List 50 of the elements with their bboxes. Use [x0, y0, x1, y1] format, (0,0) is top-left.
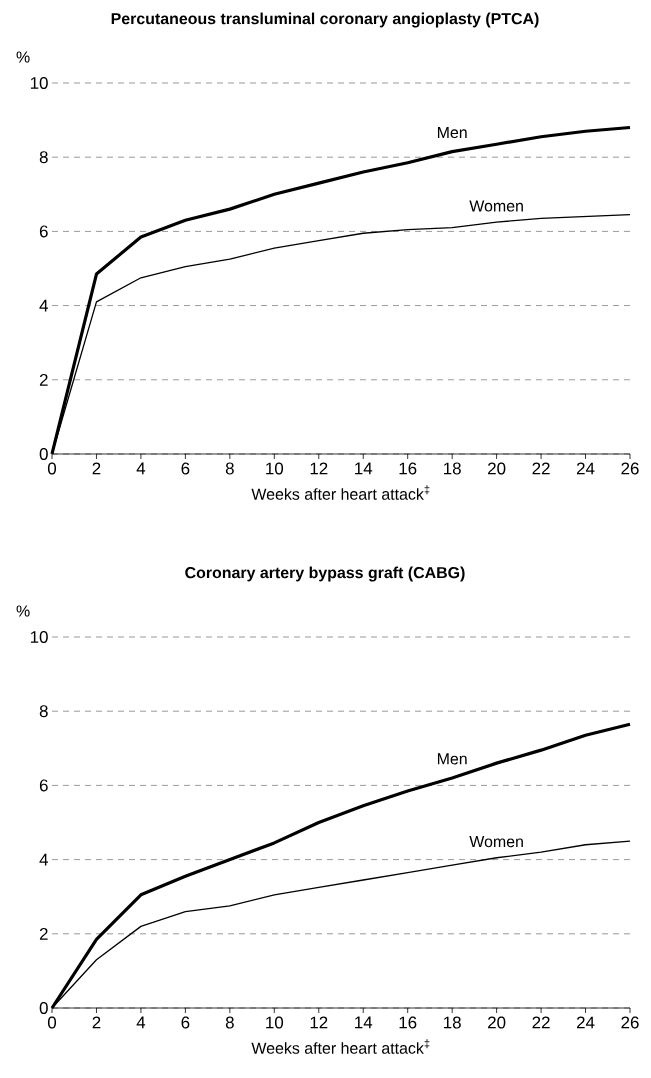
y-tick-label: 6: [39, 225, 48, 238]
x-tick-label: 2: [92, 462, 101, 475]
chart-title: Coronary artery bypass graft (CABG): [185, 566, 465, 582]
x-tick-label: 18: [444, 462, 461, 475]
y-tick-label: 8: [39, 705, 48, 718]
series-label: Men: [437, 126, 467, 139]
y-tick-label: 4: [39, 299, 48, 312]
x-tick-label: 20: [488, 1016, 506, 1029]
series-label: Women: [469, 836, 523, 848]
y-axis-title: %: [16, 605, 30, 617]
x-tick-label: 14: [355, 462, 373, 475]
x-tick-label: 10: [266, 1016, 284, 1029]
y-tick-label: 10: [30, 76, 48, 89]
x-tick-label: 18: [444, 1016, 461, 1029]
chart-title: Percutaneous transluminal coronary angioplasty (PTCA): [111, 12, 539, 28]
y-tick-label: 0: [39, 1002, 48, 1014]
x-axis-title: Weeks after heart attack$^{‡}$: [251, 485, 430, 500]
x-tick-label: 24: [576, 462, 595, 475]
y-tick-label: 10: [30, 631, 48, 643]
x-tick-label: 0: [47, 1016, 57, 1029]
y-tick-label: 8: [39, 151, 48, 164]
x-tick-label: 2: [92, 1016, 101, 1029]
x-tick-label: 16: [399, 462, 417, 475]
x-tick-label: 8: [225, 1016, 234, 1029]
y-tick-label: 6: [39, 779, 48, 792]
y-tick-label: 4: [39, 853, 48, 866]
x-tick-label: 4: [136, 462, 146, 475]
y-tick-label: 2: [39, 373, 48, 386]
series-label: Women: [469, 200, 523, 212]
x-axis-title: Weeks after heart attack$^{‡}$: [251, 1039, 430, 1054]
x-tick-label: 22: [532, 1016, 550, 1029]
x-tick-label: 26: [621, 1016, 639, 1029]
y-tick-label: 0: [39, 447, 48, 460]
y-tick-label: 2: [39, 927, 48, 940]
x-tick-label: 10: [266, 462, 284, 475]
x-tick-label: 12: [310, 462, 328, 475]
x-tick-label: 12: [310, 1016, 328, 1029]
x-tick-label: 8: [225, 462, 234, 475]
x-tick-label: 26: [621, 462, 639, 475]
x-tick-label: 0: [47, 462, 57, 475]
x-tick-label: 16: [399, 1016, 417, 1029]
x-tick-label: 4: [136, 1016, 146, 1029]
x-tick-label: 6: [181, 462, 190, 475]
y-axis-title: %: [16, 51, 30, 63]
x-tick-label: 20: [488, 462, 506, 475]
x-tick-label: 14: [355, 1016, 373, 1029]
x-tick-label: 22: [532, 462, 550, 475]
series-label: Men: [437, 753, 467, 765]
x-tick-label: 24: [576, 1016, 595, 1029]
x-tick-label: 6: [181, 1016, 190, 1029]
